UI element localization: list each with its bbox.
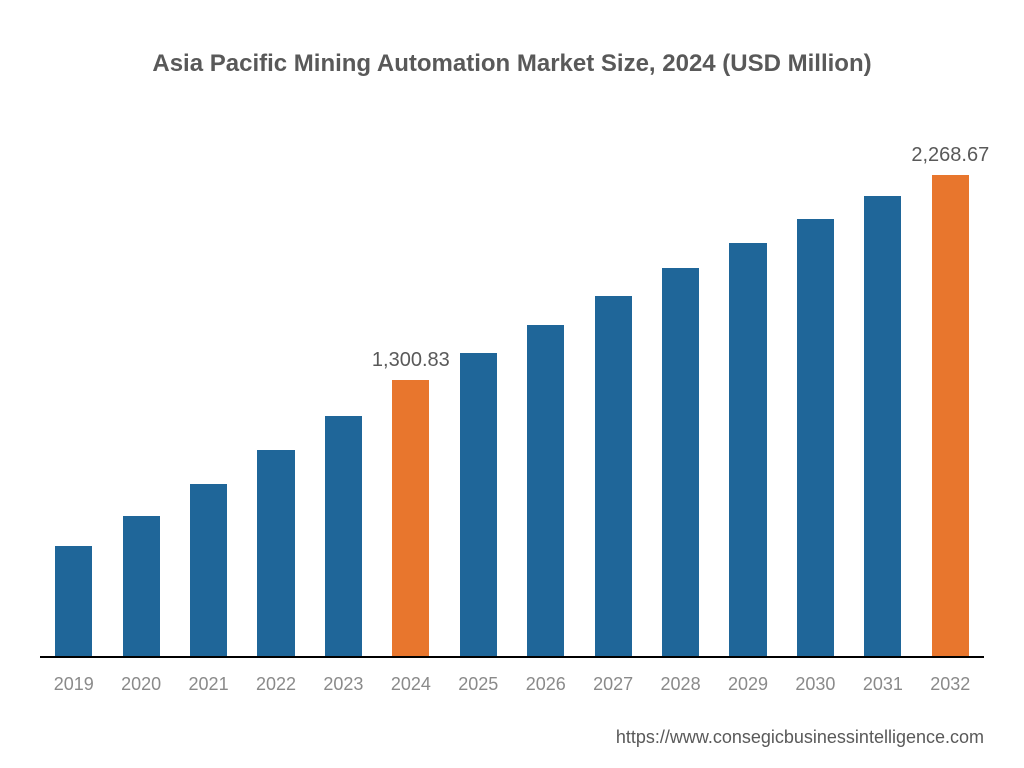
x-axis-label-2031: 2031 bbox=[849, 674, 916, 695]
bar-2032 bbox=[932, 175, 969, 656]
bar-2022 bbox=[257, 450, 294, 656]
bar-2027 bbox=[595, 296, 632, 656]
bar-2031 bbox=[864, 196, 901, 656]
x-axis-label-2032: 2032 bbox=[917, 674, 984, 695]
x-axis-label-2019: 2019 bbox=[40, 674, 107, 695]
x-axis-label-2021: 2021 bbox=[175, 674, 242, 695]
bar-2025 bbox=[460, 353, 497, 656]
bar-2026 bbox=[527, 325, 564, 656]
x-axis-label-2030: 2030 bbox=[782, 674, 849, 695]
x-axis-label-2026: 2026 bbox=[512, 674, 579, 695]
x-axis-label-2025: 2025 bbox=[445, 674, 512, 695]
bar-2030 bbox=[797, 219, 834, 656]
x-axis-label-2027: 2027 bbox=[579, 674, 646, 695]
x-axis-label-2023: 2023 bbox=[310, 674, 377, 695]
chart-canvas: Asia Pacific Mining Automation Market Si… bbox=[0, 0, 1024, 768]
x-axis-label-2028: 2028 bbox=[647, 674, 714, 695]
bar-2020 bbox=[123, 516, 160, 656]
x-axis-label-2024: 2024 bbox=[377, 674, 444, 695]
chart-x-axis-labels: 2019202020212022202320242025202620272028… bbox=[40, 668, 984, 698]
bar-2024 bbox=[392, 380, 429, 656]
bar-2019 bbox=[55, 546, 92, 656]
chart-title: Asia Pacific Mining Automation Market Si… bbox=[0, 50, 1024, 78]
bar-2029 bbox=[729, 243, 766, 656]
bar-2028 bbox=[662, 268, 699, 656]
x-axis-label-2020: 2020 bbox=[107, 674, 174, 695]
value-label-2024: 1,300.83 bbox=[351, 349, 471, 372]
x-axis-label-2022: 2022 bbox=[242, 674, 309, 695]
value-label-2032: 2,268.67 bbox=[890, 144, 1010, 167]
x-axis-label-2029: 2029 bbox=[714, 674, 781, 695]
bar-2021 bbox=[190, 484, 227, 656]
chart-plot-area: 1,300.832,268.67 bbox=[40, 126, 984, 658]
bar-2023 bbox=[325, 416, 362, 656]
chart-source-url: https://www.consegicbusinessintelligence… bbox=[616, 727, 984, 748]
